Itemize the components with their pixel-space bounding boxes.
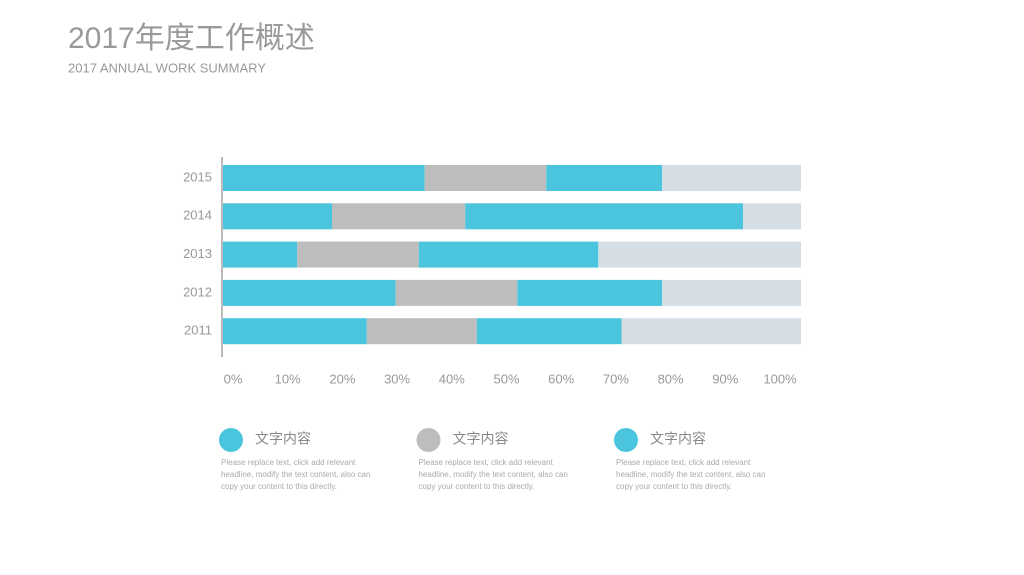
legend-label: 文字内容 [255, 431, 311, 447]
x-tick-label: 0% [224, 371, 243, 386]
x-tick-label: 50% [493, 371, 519, 386]
bar-segment [662, 279, 801, 306]
bar-segment [743, 203, 801, 230]
x-tick-label: 80% [658, 371, 684, 386]
x-tick-label: 10% [275, 371, 301, 386]
legend-description: Please replace text, click add relevant [419, 458, 554, 467]
x-tick-label: 30% [384, 371, 410, 386]
bar-segment [297, 241, 419, 268]
bar-segment [424, 165, 547, 191]
legend-description: copy your content to this directly. [221, 482, 337, 491]
legend-description: Please replace text, click add relevant [221, 458, 356, 467]
x-tick-label: 40% [439, 371, 465, 386]
bar-segment [395, 279, 518, 306]
legend-description: copy your content to this directly. [419, 482, 535, 491]
bar-segment [598, 241, 801, 268]
legend-dot [219, 428, 243, 452]
legend-description: Please replace text, click add relevant [616, 458, 751, 467]
bar-segment [222, 318, 367, 345]
legend-label: 文字内容 [453, 431, 509, 447]
subtitle: 2017 ANNUAL WORK SUMMARY [68, 60, 266, 75]
x-tick-label: 60% [548, 371, 574, 386]
y-tick-label: 2015 [183, 169, 212, 184]
bar-segment [332, 203, 466, 230]
legend-description: headline, modify the text content, also … [616, 470, 765, 479]
y-tick-label: 2014 [183, 208, 212, 223]
title: 2017年度工作概述 [68, 22, 315, 55]
bar-segment [222, 165, 425, 191]
bar-segment [366, 318, 477, 345]
legend-description: headline, modify the text content, also … [221, 470, 370, 479]
bar-segment [476, 318, 622, 345]
legend-description: copy your content to this directly. [616, 482, 732, 491]
legend-dot [614, 428, 638, 452]
y-tick-label: 2013 [183, 246, 212, 261]
legend-dot [416, 428, 441, 452]
legend-label: 文字内容 [650, 431, 706, 447]
bar-segment [222, 241, 298, 268]
bar-segment [662, 165, 801, 191]
y-tick-label: 2011 [184, 323, 212, 338]
legend-description: headline, modify the text content, also … [419, 470, 568, 479]
bar-segment [222, 279, 396, 306]
x-tick-label: 70% [603, 371, 629, 386]
bar-segment [517, 279, 663, 306]
x-tick-label: 90% [712, 371, 738, 386]
x-tick-label: 100% [763, 371, 797, 386]
bar-segment [621, 318, 801, 345]
y-tick-label: 2012 [183, 284, 212, 299]
bar-segment [222, 203, 333, 230]
bar-segment [465, 203, 744, 230]
bar-segment [546, 165, 663, 191]
bar-segment [418, 241, 599, 268]
x-tick-label: 20% [329, 371, 355, 386]
